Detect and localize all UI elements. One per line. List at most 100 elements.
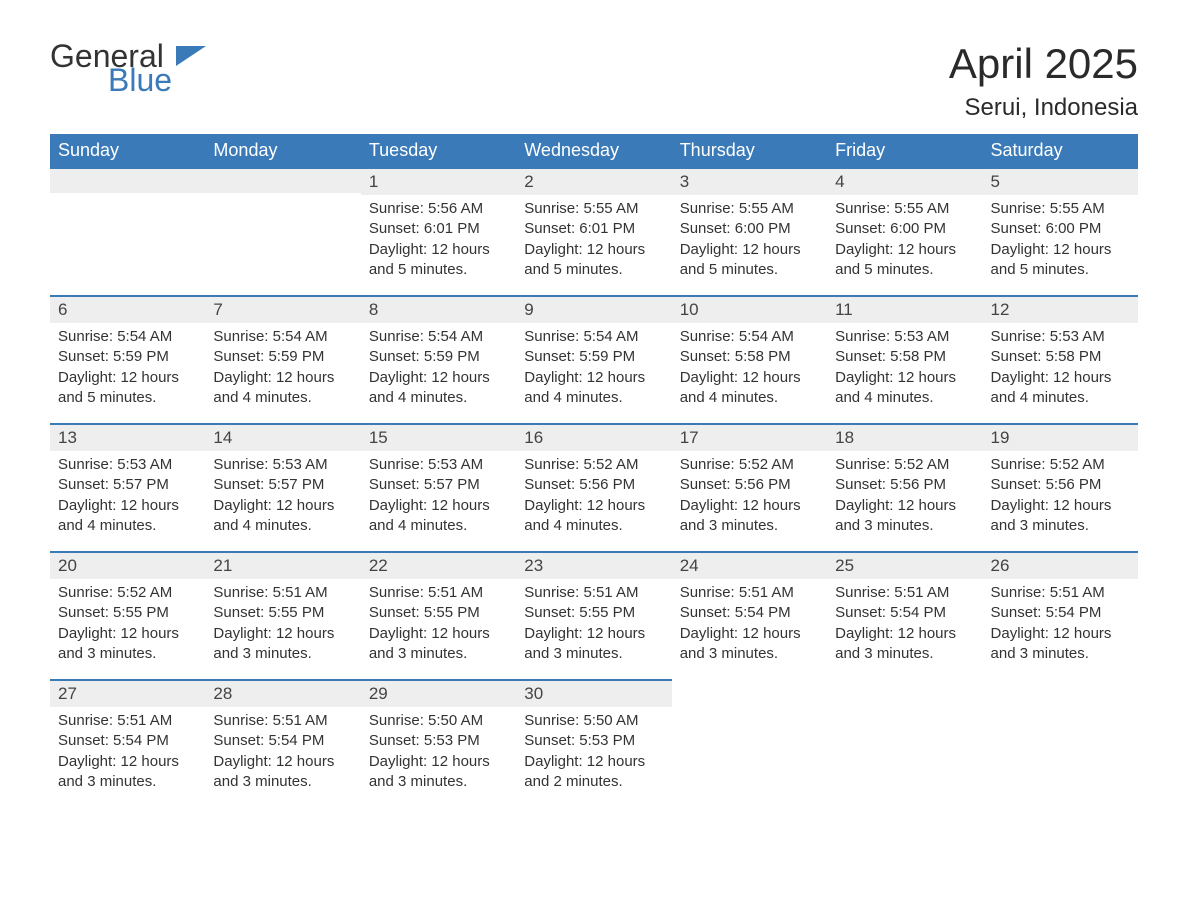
calendar-cell: 20Sunrise: 5:52 AMSunset: 5:55 PMDayligh… xyxy=(50,551,205,679)
day-body: Sunrise: 5:50 AMSunset: 5:53 PMDaylight:… xyxy=(516,707,671,800)
daylight-line: Daylight: 12 hours and 3 minutes. xyxy=(835,496,974,537)
calendar-cell: 16Sunrise: 5:52 AMSunset: 5:56 PMDayligh… xyxy=(516,423,671,551)
sunset-line: Sunset: 5:58 PM xyxy=(835,347,974,367)
day-body: Sunrise: 5:55 AMSunset: 6:00 PMDaylight:… xyxy=(827,195,982,288)
day-number: 22 xyxy=(361,551,516,579)
day-number: 28 xyxy=(205,679,360,707)
sunset-line: Sunset: 5:58 PM xyxy=(680,347,819,367)
day-body: Sunrise: 5:53 AMSunset: 5:58 PMDaylight:… xyxy=(983,323,1138,416)
day-body: Sunrise: 5:54 AMSunset: 5:59 PMDaylight:… xyxy=(205,323,360,416)
daylight-line: Daylight: 12 hours and 4 minutes. xyxy=(369,496,508,537)
day-number: 9 xyxy=(516,295,671,323)
sunset-line: Sunset: 5:56 PM xyxy=(991,475,1130,495)
daylight-line: Daylight: 12 hours and 5 minutes. xyxy=(58,368,197,409)
calendar-table: SundayMondayTuesdayWednesdayThursdayFrid… xyxy=(50,134,1138,807)
sunset-line: Sunset: 5:54 PM xyxy=(680,603,819,623)
weekday-header: Monday xyxy=(205,134,360,167)
day-number: 16 xyxy=(516,423,671,451)
title-block: April 2025 Serui, Indonesia xyxy=(949,40,1138,122)
day-body: Sunrise: 5:51 AMSunset: 5:55 PMDaylight:… xyxy=(516,579,671,672)
daylight-line: Daylight: 12 hours and 3 minutes. xyxy=(680,624,819,665)
sunrise-line: Sunrise: 5:51 AM xyxy=(58,711,197,731)
weekday-header: Sunday xyxy=(50,134,205,167)
day-number: 21 xyxy=(205,551,360,579)
daylight-line: Daylight: 12 hours and 5 minutes. xyxy=(680,240,819,281)
day-body: Sunrise: 5:56 AMSunset: 6:01 PMDaylight:… xyxy=(361,195,516,288)
daylight-line: Daylight: 12 hours and 2 minutes. xyxy=(524,752,663,793)
daylight-line: Daylight: 12 hours and 3 minutes. xyxy=(991,496,1130,537)
sunset-line: Sunset: 5:56 PM xyxy=(680,475,819,495)
day-number: 3 xyxy=(672,167,827,195)
weekday-header: Tuesday xyxy=(361,134,516,167)
sunset-line: Sunset: 5:54 PM xyxy=(835,603,974,623)
day-body: Sunrise: 5:52 AMSunset: 5:55 PMDaylight:… xyxy=(50,579,205,672)
sunrise-line: Sunrise: 5:52 AM xyxy=(991,455,1130,475)
sunrise-line: Sunrise: 5:51 AM xyxy=(213,583,352,603)
calendar-cell: 28Sunrise: 5:51 AMSunset: 5:54 PMDayligh… xyxy=(205,679,360,807)
daylight-line: Daylight: 12 hours and 4 minutes. xyxy=(524,368,663,409)
calendar-week: 20Sunrise: 5:52 AMSunset: 5:55 PMDayligh… xyxy=(50,551,1138,679)
day-body: Sunrise: 5:53 AMSunset: 5:57 PMDaylight:… xyxy=(361,451,516,544)
day-number: 14 xyxy=(205,423,360,451)
sunrise-line: Sunrise: 5:52 AM xyxy=(58,583,197,603)
calendar-cell: 2Sunrise: 5:55 AMSunset: 6:01 PMDaylight… xyxy=(516,167,671,295)
calendar-week: 27Sunrise: 5:51 AMSunset: 5:54 PMDayligh… xyxy=(50,679,1138,807)
calendar-cell: 22Sunrise: 5:51 AMSunset: 5:55 PMDayligh… xyxy=(361,551,516,679)
sunset-line: Sunset: 5:53 PM xyxy=(524,731,663,751)
day-number: 10 xyxy=(672,295,827,323)
day-body: Sunrise: 5:55 AMSunset: 6:00 PMDaylight:… xyxy=(672,195,827,288)
sunset-line: Sunset: 5:54 PM xyxy=(58,731,197,751)
day-number: 15 xyxy=(361,423,516,451)
day-body: Sunrise: 5:51 AMSunset: 5:55 PMDaylight:… xyxy=(205,579,360,672)
sunrise-line: Sunrise: 5:51 AM xyxy=(680,583,819,603)
sunset-line: Sunset: 5:57 PM xyxy=(369,475,508,495)
day-number-blank xyxy=(205,167,360,193)
calendar-head: SundayMondayTuesdayWednesdayThursdayFrid… xyxy=(50,134,1138,167)
sunset-line: Sunset: 5:59 PM xyxy=(58,347,197,367)
day-number-blank xyxy=(50,167,205,193)
day-number: 12 xyxy=(983,295,1138,323)
day-body: Sunrise: 5:50 AMSunset: 5:53 PMDaylight:… xyxy=(361,707,516,800)
sunrise-line: Sunrise: 5:52 AM xyxy=(835,455,974,475)
day-number: 17 xyxy=(672,423,827,451)
daylight-line: Daylight: 12 hours and 3 minutes. xyxy=(524,624,663,665)
day-number: 30 xyxy=(516,679,671,707)
logo-line2: Blue xyxy=(108,64,172,96)
location: Serui, Indonesia xyxy=(949,94,1138,122)
daylight-line: Daylight: 12 hours and 3 minutes. xyxy=(369,624,508,665)
calendar-cell: 19 Sunrise: 5:52 AMSunset: 5:56 PMDayligh… xyxy=(983,423,1138,551)
calendar-cell xyxy=(50,167,205,295)
day-body: Sunrise: 5:51 AMSunset: 5:55 PMDaylight:… xyxy=(361,579,516,672)
daylight-line: Daylight: 12 hours and 4 minutes. xyxy=(680,368,819,409)
calendar-cell: 15Sunrise: 5:53 AMSunset: 5:57 PMDayligh… xyxy=(361,423,516,551)
weekday-header: Wednesday xyxy=(516,134,671,167)
calendar-cell: 9Sunrise: 5:54 AMSunset: 5:59 PMDaylight… xyxy=(516,295,671,423)
day-body: Sunrise: 5:55 AMSunset: 6:00 PMDaylight:… xyxy=(983,195,1138,288)
day-body: Sunrise: 5:54 AMSunset: 5:59 PMDaylight:… xyxy=(516,323,671,416)
calendar-cell: 3Sunrise: 5:55 AMSunset: 6:00 PMDaylight… xyxy=(672,167,827,295)
daylight-line: Daylight: 12 hours and 5 minutes. xyxy=(835,240,974,281)
sunrise-line: Sunrise: 5:56 AM xyxy=(369,199,508,219)
page-header: General Blue April 2025 Serui, Indonesia xyxy=(50,40,1138,122)
day-number: 26 xyxy=(983,551,1138,579)
day-body: Sunrise: 5:51 AMSunset: 5:54 PMDaylight:… xyxy=(983,579,1138,672)
day-body: Sunrise: 5:54 AMSunset: 5:59 PMDaylight:… xyxy=(50,323,205,416)
daylight-line: Daylight: 12 hours and 3 minutes. xyxy=(680,496,819,537)
daylight-line: Daylight: 12 hours and 3 minutes. xyxy=(58,752,197,793)
calendar-cell: 8Sunrise: 5:54 AMSunset: 5:59 PMDaylight… xyxy=(361,295,516,423)
sunrise-line: Sunrise: 5:51 AM xyxy=(213,711,352,731)
day-number: 4 xyxy=(827,167,982,195)
sunrise-line: Sunrise: 5:54 AM xyxy=(524,327,663,347)
day-number: 19 xyxy=(983,423,1138,451)
daylight-line: Daylight: 12 hours and 5 minutes. xyxy=(524,240,663,281)
sunset-line: Sunset: 6:01 PM xyxy=(369,219,508,239)
sunrise-line: Sunrise: 5:55 AM xyxy=(524,199,663,219)
day-number: 7 xyxy=(205,295,360,323)
sunrise-line: Sunrise: 5:53 AM xyxy=(835,327,974,347)
sunset-line: Sunset: 6:00 PM xyxy=(991,219,1130,239)
day-body: Sunrise: 5:51 AMSunset: 5:54 PMDaylight:… xyxy=(205,707,360,800)
day-number: 24 xyxy=(672,551,827,579)
daylight-line: Daylight: 12 hours and 4 minutes. xyxy=(991,368,1130,409)
calendar-cell: 24 Sunrise: 5:51 AMSunset: 5:54 PMDayligh… xyxy=(672,551,827,679)
sunrise-line: Sunrise: 5:55 AM xyxy=(991,199,1130,219)
